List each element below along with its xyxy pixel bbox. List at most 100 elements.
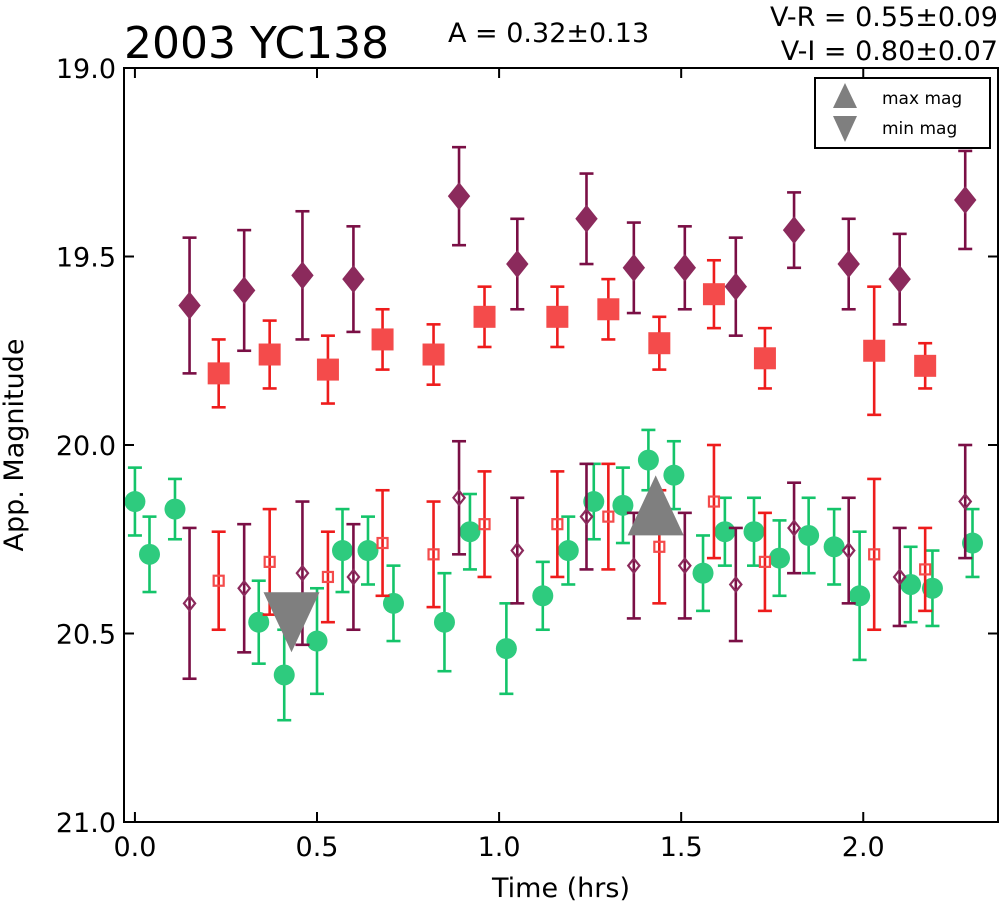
amplitude-annotation: A = 0.32±0.13: [448, 18, 649, 49]
data-point-diamond: [677, 556, 692, 575]
data-point-diamond: [346, 568, 361, 586]
data-point-diamond: [954, 185, 977, 214]
data-point-square: [263, 555, 276, 568]
data-point-circle: [714, 521, 736, 543]
data-point-circle: [273, 664, 295, 686]
data-point-square: [551, 518, 564, 531]
data-point-square: [868, 548, 881, 561]
data-point-diamond: [506, 250, 529, 279]
data-point-square: [702, 283, 725, 306]
data-point-circle: [743, 521, 765, 543]
x-tick-label: 0.0: [113, 832, 156, 863]
data-point-circle: [798, 524, 820, 546]
data-point-diamond: [237, 579, 252, 598]
data-point-diamond: [888, 265, 911, 294]
data-point-square: [376, 536, 389, 550]
data-point-diamond: [579, 507, 594, 526]
plot-frame: [123, 67, 999, 823]
data-point-diamond: [892, 568, 907, 586]
y-tick-label: 20.0: [56, 431, 116, 462]
data-point-circle: [138, 543, 160, 565]
data-point-circle: [769, 547, 790, 569]
data-point-diamond: [782, 216, 806, 245]
data-point-square: [316, 358, 339, 381]
data-point-diamond: [841, 541, 856, 560]
data-point-square: [653, 540, 666, 553]
data-point-diamond: [673, 253, 697, 282]
data-point-circle: [849, 585, 871, 607]
data-point-square: [427, 548, 440, 561]
data-point-square: [371, 328, 394, 351]
data-point-square: [478, 518, 491, 531]
data-point-circle: [692, 562, 714, 584]
data-point-diamond: [724, 272, 747, 301]
data-point-square: [602, 510, 615, 523]
data-point-diamond: [837, 250, 860, 279]
v-i-color-annotation: V-I = 0.80±0.07: [781, 36, 998, 67]
data-point-circle: [332, 540, 353, 562]
y-tick-label: 19.0: [56, 54, 116, 85]
data-point-circle: [495, 638, 517, 660]
data-point-diamond: [958, 492, 973, 511]
x-tick-label: 2.0: [842, 832, 885, 863]
data-point-circle: [637, 449, 659, 471]
data-point-circle: [532, 585, 554, 607]
data-point-circle: [382, 592, 404, 614]
data-point-circle: [962, 532, 984, 554]
y-axis-ticks: 19.0 19.5 20.0 20.5 21.0: [56, 54, 998, 839]
data-point-square: [758, 555, 772, 568]
data-point-diamond: [510, 541, 525, 560]
data-point-circle: [433, 611, 455, 633]
legend: max mag min mag: [814, 77, 991, 149]
data-point-square: [753, 347, 776, 370]
chart-title: 2003 YC138: [124, 18, 389, 69]
x-tick-label: 1.0: [478, 832, 521, 863]
data-point-circle: [357, 540, 379, 562]
data-point-circle: [164, 498, 186, 520]
data-point-circle: [248, 611, 270, 633]
y-axis-label: App. Magnitude: [0, 339, 30, 552]
v-r-color-annotation: V-R = 0.55±0.09: [770, 2, 998, 33]
legend-max-mag-label: max mag: [882, 89, 962, 109]
x-tick-label: 1.5: [660, 832, 703, 863]
legend-min-mag-marker: [833, 116, 857, 142]
data-point-diamond: [626, 556, 641, 575]
data-point-diamond: [232, 276, 256, 305]
x-axis-label: Time (hrs): [491, 873, 630, 904]
data-point-square: [919, 563, 932, 576]
data-series: [124, 145, 984, 722]
data-point-diamond: [728, 575, 743, 594]
data-point-diamond: [575, 204, 598, 233]
data-point-diamond: [178, 291, 201, 320]
data-point-square: [212, 574, 225, 587]
data-point-square: [707, 495, 721, 508]
data-point-square: [546, 305, 569, 328]
data-point-square: [473, 305, 496, 328]
x-axis-ticks: 0.0 0.5 1.0 1.5 2.0: [113, 68, 885, 863]
data-point-diamond: [295, 564, 310, 582]
data-point-circle: [900, 573, 922, 595]
data-point-square: [914, 354, 937, 377]
data-point-diamond: [452, 489, 467, 507]
data-point-diamond: [447, 182, 471, 211]
data-point-circle: [921, 577, 943, 599]
data-point-square: [597, 298, 620, 321]
data-point-square: [863, 339, 886, 362]
y-tick-label: 21.0: [56, 808, 116, 839]
data-point-square: [648, 332, 671, 355]
min-mag-marker: [263, 592, 320, 653]
legend-max-mag-marker: [833, 83, 857, 108]
data-point-square: [422, 343, 445, 366]
data-point-circle: [583, 491, 605, 513]
max-mag-marker: [627, 475, 684, 536]
y-tick-label: 19.5: [56, 243, 116, 274]
extrema-markers: [263, 475, 684, 653]
y-tick-label: 20.5: [56, 620, 116, 651]
data-point-square: [258, 343, 281, 366]
data-point-circle: [459, 521, 481, 543]
data-point-circle: [306, 630, 328, 652]
data-point-circle: [663, 464, 685, 486]
data-point-circle: [823, 536, 845, 558]
data-point-diamond: [787, 519, 802, 537]
